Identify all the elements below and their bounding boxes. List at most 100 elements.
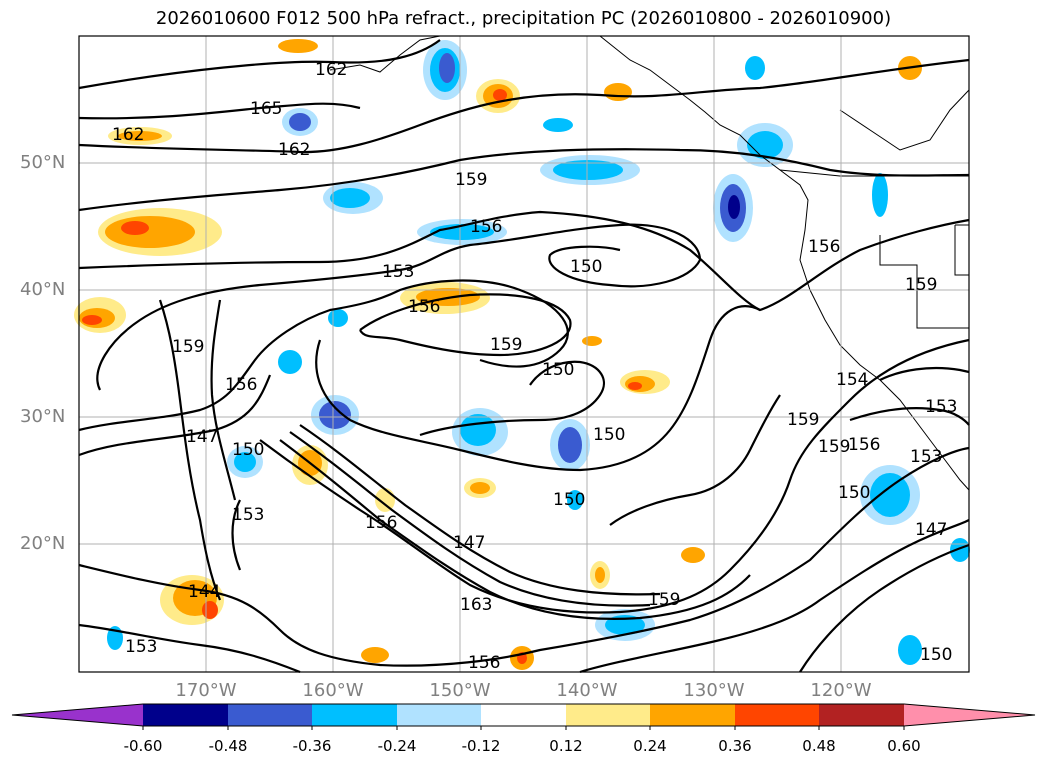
contour-label: 162 — [315, 60, 347, 80]
precip-patch — [604, 83, 632, 101]
precip-patch — [582, 336, 602, 346]
contour-label: 159 — [648, 590, 680, 610]
colorbar-tick-label: -0.12 — [461, 737, 501, 755]
colorbar-segment — [228, 704, 312, 726]
contour-label: 165 — [250, 99, 282, 119]
colorbar-tick-label: -0.48 — [208, 737, 248, 755]
precip-patch — [105, 216, 195, 248]
precip-patch — [202, 601, 218, 619]
colorbar-tick-label: -0.24 — [377, 737, 417, 755]
lon-label: 170°W — [175, 680, 237, 701]
contour-label: 153 — [232, 505, 264, 525]
contour-label: 156 — [365, 513, 397, 533]
colorbar-segment — [312, 704, 397, 726]
colorbar-segment — [735, 704, 819, 726]
precip-patch — [289, 113, 311, 131]
precip-patch — [439, 53, 455, 83]
contour-label: 159 — [490, 335, 522, 355]
contour-label: 156 — [468, 653, 500, 673]
colorbar-segment — [650, 704, 735, 726]
lat-label: 20°N — [20, 533, 66, 554]
precip-patch — [898, 635, 922, 665]
precip-patch — [278, 39, 318, 53]
precip-patch — [234, 452, 256, 472]
contour-label: 150 — [542, 360, 574, 380]
gridlines — [79, 36, 969, 672]
contour-label: 163 — [460, 595, 492, 615]
contour-label: 147 — [915, 520, 947, 540]
precip-patch — [553, 160, 623, 180]
contour-label: 147 — [453, 533, 485, 553]
precip-patch — [121, 221, 149, 235]
contour-label: 156 — [470, 217, 502, 237]
precip-patch — [681, 547, 705, 563]
contour-label: 147 — [186, 427, 218, 447]
plot-frame — [78, 35, 970, 673]
contour-label: 153 — [910, 447, 942, 467]
colorbar-tick-label: 0.48 — [802, 737, 836, 755]
precip-patch — [628, 382, 642, 390]
colorbar-segment — [397, 704, 481, 726]
colorbar-tick-label: -0.60 — [123, 737, 163, 755]
contour-label: 159 — [905, 275, 937, 295]
precip-patch — [605, 615, 645, 635]
precip-patch — [567, 490, 583, 510]
contour-label: 153 — [925, 397, 957, 417]
precip-patch — [460, 414, 496, 446]
contour-label: 159 — [455, 170, 487, 190]
contour-labels: 162 165 162 162 159 156 153 150 156 159 … — [112, 60, 957, 673]
precip-patch — [558, 427, 582, 463]
contour-label: 156 — [225, 375, 257, 395]
colorbar-tick-label: 0.60 — [887, 737, 921, 755]
precip-patch — [595, 567, 605, 583]
colorbar-segment — [819, 704, 904, 726]
lon-label: 120°W — [810, 680, 872, 701]
contours — [78, 39, 970, 674]
lon-label: 160°W — [302, 680, 364, 701]
colorbar-tick-label: 0.36 — [718, 737, 752, 755]
contour-label: 153 — [125, 637, 157, 657]
precip-patch — [330, 188, 370, 208]
lat-label: 40°N — [20, 279, 66, 300]
precip-patch — [872, 173, 888, 217]
precip-patch — [328, 309, 348, 327]
colorbar-segment — [143, 704, 228, 726]
colorbar-tick-label: -0.36 — [292, 737, 332, 755]
contour-label: 150 — [570, 257, 602, 277]
precip-patch — [278, 350, 302, 374]
precip-patch — [118, 131, 162, 141]
contour-label: 150 — [920, 645, 952, 665]
precip-patch — [493, 89, 507, 101]
lon-label: 140°W — [556, 680, 618, 701]
precip-patch — [543, 118, 573, 132]
lat-label: 30°N — [20, 406, 66, 427]
precip-patch — [82, 315, 102, 325]
precip-patch — [361, 647, 389, 663]
contour-label: 150 — [593, 425, 625, 445]
colorbar-segment — [566, 704, 650, 726]
contour-label: 144 — [188, 582, 220, 602]
lat-label: 50°N — [20, 152, 66, 173]
lon-label: 150°W — [429, 680, 491, 701]
contour-label: 159 — [818, 437, 850, 457]
precip-patch — [745, 56, 765, 80]
contour-label: 162 — [278, 140, 310, 160]
contour-label: 156 — [848, 435, 880, 455]
contour-label: 156 — [408, 297, 440, 317]
precip-patch — [319, 401, 351, 429]
precip-patch — [747, 131, 783, 159]
precip-patch — [728, 195, 740, 219]
contour-label: 153 — [382, 262, 414, 282]
contour-label: 156 — [808, 237, 840, 257]
colorbar-segment — [904, 704, 1035, 726]
colorbar-tick-label: 0.12 — [549, 737, 583, 755]
precip-patch — [470, 482, 490, 494]
lon-label: 130°W — [683, 680, 745, 701]
colorbar-segment — [12, 704, 143, 726]
contour-label: 159 — [172, 337, 204, 357]
colorbar — [11, 703, 1036, 730]
colorbar-segment — [481, 704, 566, 726]
contour-label: 150 — [553, 490, 585, 510]
precip-patch — [870, 473, 910, 517]
